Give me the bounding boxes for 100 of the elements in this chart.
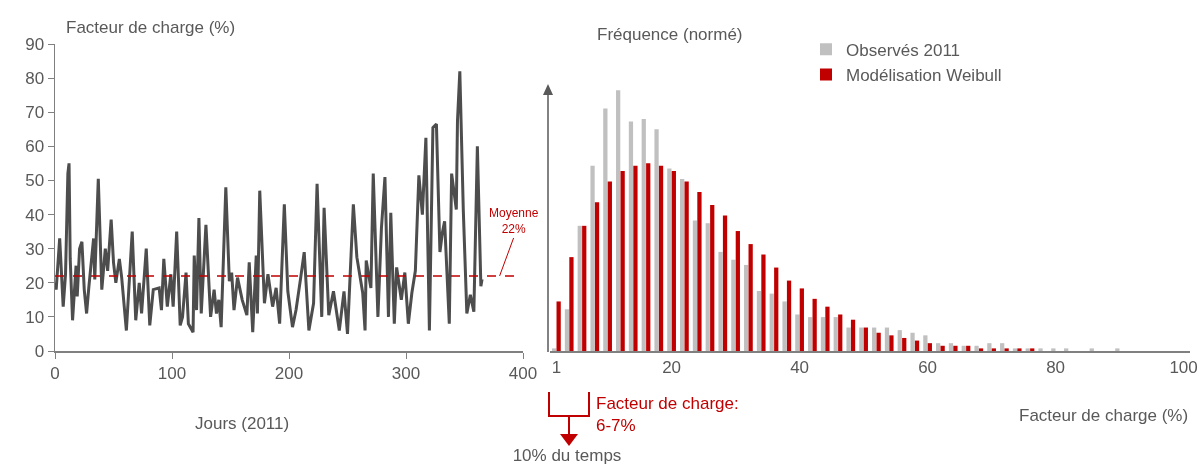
bar xyxy=(684,181,689,351)
bar xyxy=(833,317,838,351)
x-tick-label: 400 xyxy=(508,363,538,383)
y-tick-label: 0 xyxy=(34,341,45,361)
y-tick-label: 70 xyxy=(25,103,45,123)
x-tick-label: 200 xyxy=(274,363,304,383)
bar xyxy=(1000,343,1005,351)
bar xyxy=(1004,348,1009,351)
y-tick-label: 20 xyxy=(25,273,45,293)
bar xyxy=(820,317,826,351)
bar xyxy=(744,264,749,351)
bar xyxy=(786,280,792,351)
bar xyxy=(1089,348,1094,351)
bar xyxy=(705,223,710,351)
bar xyxy=(569,257,574,351)
bar xyxy=(1038,348,1043,351)
bar xyxy=(902,337,907,351)
bar xyxy=(889,335,894,351)
legend-label: Observés 2011 xyxy=(846,40,961,60)
x-tick-label: 20 xyxy=(662,357,682,377)
bar xyxy=(577,225,582,351)
bar xyxy=(594,202,600,351)
bar xyxy=(633,165,638,351)
y-axis-title: Facteur de charge (%) xyxy=(66,18,236,37)
bar xyxy=(774,267,779,351)
bar xyxy=(897,330,902,351)
x-tick-label: 100 xyxy=(157,363,187,383)
y-tick-label: 40 xyxy=(25,205,45,225)
bar xyxy=(1012,348,1018,351)
bar xyxy=(795,314,800,351)
bar xyxy=(667,168,672,351)
bar xyxy=(1025,348,1030,351)
bar xyxy=(863,327,868,351)
bar xyxy=(966,345,971,351)
x-tick-label: 0 xyxy=(50,363,60,383)
bar xyxy=(697,191,702,351)
bar xyxy=(876,332,881,351)
x-tick-label: 80 xyxy=(1046,357,1066,377)
bar xyxy=(974,345,979,351)
bar xyxy=(710,204,715,351)
bar xyxy=(825,306,830,351)
bar xyxy=(808,317,813,351)
y-tick-label: 60 xyxy=(25,137,45,157)
bar xyxy=(590,165,595,351)
bar xyxy=(872,327,877,351)
bar xyxy=(850,319,856,351)
y-tick-label: 80 xyxy=(25,69,45,89)
bar xyxy=(812,298,817,351)
bar xyxy=(718,251,723,351)
text: 10% du temps xyxy=(512,446,622,466)
bar xyxy=(923,335,928,351)
bar xyxy=(1051,348,1056,351)
bar xyxy=(731,259,736,351)
bar xyxy=(641,118,646,351)
bar xyxy=(564,309,570,351)
bar xyxy=(628,121,634,351)
y-axis-title: Fréquence (normé) xyxy=(597,25,743,44)
bar xyxy=(991,348,996,351)
bar xyxy=(671,171,676,351)
bar xyxy=(1017,348,1022,351)
bar xyxy=(748,244,753,351)
bar xyxy=(646,163,651,351)
bar xyxy=(936,343,941,351)
bar xyxy=(607,181,612,351)
bar xyxy=(756,291,762,351)
bar xyxy=(552,348,557,351)
x-tick-label: 1 xyxy=(551,357,562,377)
x-axis-title: Jours (2011) xyxy=(195,414,290,433)
bar xyxy=(987,343,992,351)
bar xyxy=(910,332,915,351)
bar xyxy=(692,220,698,351)
bar xyxy=(761,254,766,351)
bar xyxy=(1064,348,1069,351)
bar xyxy=(582,225,587,351)
bar xyxy=(838,314,843,351)
x-axis-title: Facteur de charge (%) xyxy=(1019,406,1189,425)
bar xyxy=(884,327,890,351)
bar xyxy=(603,108,608,351)
ref-line-label: Moyenne 22% xyxy=(489,206,539,236)
bar xyxy=(616,90,621,351)
bar xyxy=(680,178,685,351)
x-tick-label: 40 xyxy=(790,357,810,377)
y-tick-label: 50 xyxy=(25,171,45,191)
bar xyxy=(859,327,864,351)
bar xyxy=(940,345,945,351)
bar xyxy=(722,215,728,351)
y-tick-label: 90 xyxy=(25,34,45,54)
bar xyxy=(769,293,774,351)
bar xyxy=(948,343,954,351)
bar xyxy=(846,327,851,351)
y-tick-label: 10 xyxy=(25,307,45,327)
bar xyxy=(927,343,932,351)
bar xyxy=(620,171,625,351)
line-series xyxy=(55,69,484,336)
bar xyxy=(799,288,804,351)
bar xyxy=(978,348,984,351)
x-tick-label: 100 xyxy=(1169,357,1198,377)
y-tick-label: 30 xyxy=(25,239,45,259)
bar xyxy=(914,340,920,351)
bar xyxy=(654,129,659,351)
